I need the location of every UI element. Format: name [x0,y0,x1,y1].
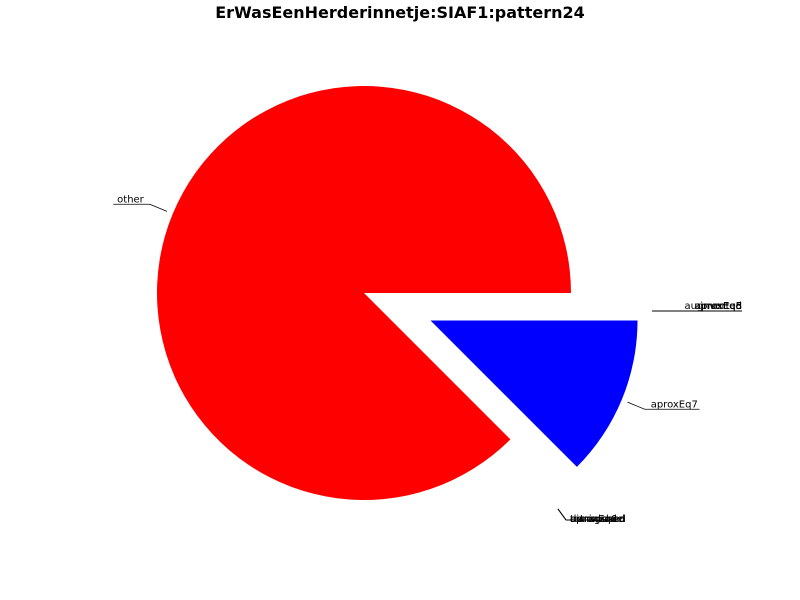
label-inverted: inverted [700,301,742,312]
label-aproxeq5: aproxEq5 [695,301,742,312]
leader-line-aproxeq7 [627,401,700,410]
chart-title: ErWasEenHerderinnetje:SIAF1:pattern24 [215,3,585,22]
leader-line-retrograde [557,508,567,521]
label-aproxeq8: aproxEq8 [695,301,742,312]
label-diminished: diminished [570,514,625,525]
pie-slices [157,85,638,500]
label-retrograde: retrograde [570,514,623,525]
pie-labels: other aproxEq7 aproxEq5 aproxEq6 aproxEq8 tra… [113,194,742,525]
label-aproxeq6: aproxEq6 [570,514,617,525]
slice-aproxeq7 [430,320,638,467]
label-transposed: transposed [570,514,626,525]
slice-other [157,85,571,500]
label-aproxeq7: aproxEq7 [651,399,698,410]
label-other: other [117,194,145,205]
label-augmented: augmented [685,301,742,312]
leader-line-other [113,203,168,212]
